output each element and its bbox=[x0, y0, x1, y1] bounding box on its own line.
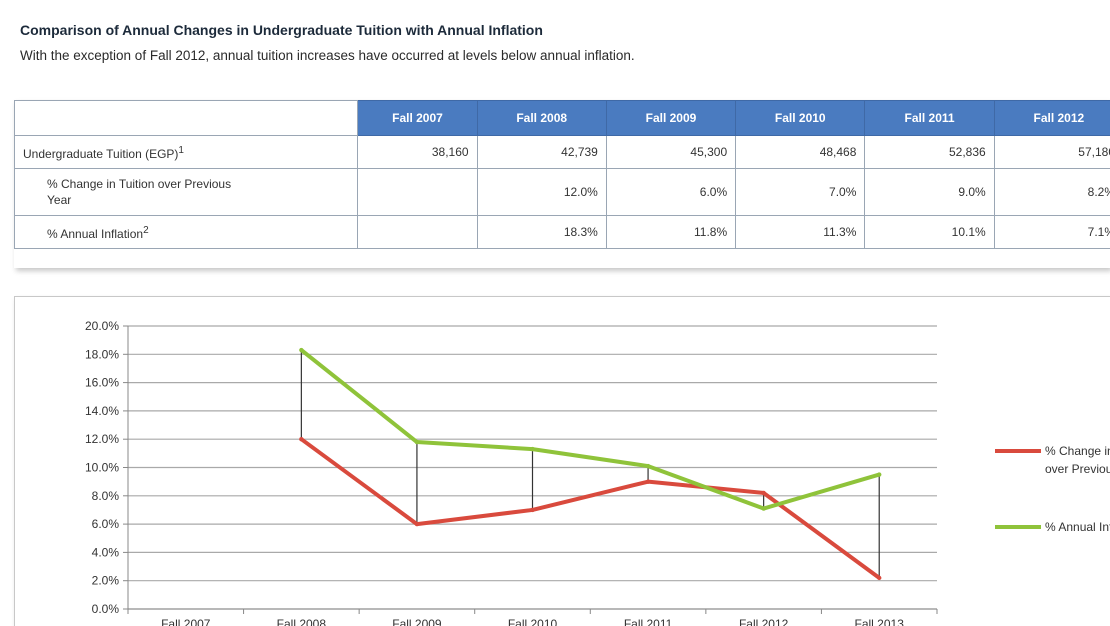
row-label-cell: % Change in Tuition over Previous Year bbox=[15, 169, 358, 216]
data-point bbox=[415, 522, 419, 526]
data-point bbox=[761, 491, 765, 495]
data-point bbox=[761, 506, 765, 510]
column-header: Fall 2011 bbox=[865, 101, 994, 136]
y-tick-label: 2.0% bbox=[92, 574, 120, 588]
table-cell: 11.3% bbox=[736, 216, 865, 249]
y-tick-label: 20.0% bbox=[85, 319, 119, 333]
table-cell: 48,468 bbox=[736, 136, 865, 169]
table-cell: 10.1% bbox=[865, 216, 994, 249]
y-tick-label: 10.0% bbox=[85, 461, 119, 475]
table-cell bbox=[358, 169, 477, 216]
table-cell: 38,160 bbox=[358, 136, 477, 169]
row-label-cell: Undergraduate Tuition (EGP)1 bbox=[15, 136, 358, 169]
table-cell: 12.0% bbox=[477, 169, 606, 216]
table-cell: 52,836 bbox=[865, 136, 994, 169]
line-chart-container: 0.0% 2.0% 4.0% 6.0% 8.0% 10.0% 12.0% 14.0% 16.0%… bbox=[14, 296, 1110, 626]
table-cell: 11.8% bbox=[606, 216, 735, 249]
column-header: Fall 2008 bbox=[477, 101, 606, 136]
data-point bbox=[877, 576, 881, 580]
table-cell bbox=[358, 216, 477, 249]
y-tick-label: 8.0% bbox=[92, 489, 120, 503]
row-label: % Annual Inflation bbox=[47, 227, 143, 241]
column-header: Fall 2009 bbox=[606, 101, 735, 136]
y-tick-label: 16.0% bbox=[85, 376, 119, 390]
table-corner-cell bbox=[15, 101, 358, 136]
table-row: % Annual Inflation2 18.3% 11.8% 11.3% 10… bbox=[15, 216, 1110, 249]
column-header: Fall 2012 bbox=[994, 101, 1110, 136]
table-cell: 45,300 bbox=[606, 136, 735, 169]
footnote-marker: 2 bbox=[143, 225, 149, 236]
tuition-table: Fall 2007 Fall 2008 Fall 2009 Fall 2010 … bbox=[14, 100, 1110, 249]
table-row: % Change in Tuition over Previous Year 12… bbox=[15, 169, 1110, 216]
row-label-line2: Year bbox=[47, 193, 71, 207]
y-tick-label: 14.0% bbox=[85, 404, 119, 418]
table-cell: 7.1% bbox=[994, 216, 1110, 249]
legend-label: % Annual Inflation bbox=[1045, 520, 1110, 534]
table-cell: 6.0% bbox=[606, 169, 735, 216]
table-row: Undergraduate Tuition (EGP)1 38,160 42,7… bbox=[15, 136, 1110, 169]
page-title: Comparison of Annual Changes in Undergra… bbox=[20, 22, 543, 38]
series-line bbox=[301, 350, 879, 508]
table-cell: 8.2% bbox=[994, 169, 1110, 216]
data-point bbox=[530, 508, 534, 512]
data-point bbox=[877, 472, 881, 476]
table-cell: 18.3% bbox=[477, 216, 606, 249]
line-chart: 0.0% 2.0% 4.0% 6.0% 8.0% 10.0% 12.0% 14.0% 16.0%… bbox=[15, 297, 1110, 626]
footnote-marker: 1 bbox=[178, 145, 184, 156]
column-header: Fall 2010 bbox=[736, 101, 865, 136]
y-tick-label: 0.0% bbox=[92, 602, 120, 616]
row-label-cell: % Annual Inflation2 bbox=[15, 216, 358, 249]
column-header: Fall 2007 bbox=[358, 101, 477, 136]
table-cell: 7.0% bbox=[736, 169, 865, 216]
data-point bbox=[646, 479, 650, 483]
y-tick-label: 12.0% bbox=[85, 432, 119, 446]
tuition-table-container: Fall 2007 Fall 2008 Fall 2009 Fall 2010 … bbox=[14, 100, 1110, 268]
row-label: % Change in Tuition over Previous bbox=[47, 177, 231, 191]
page-subtitle: With the exception of Fall 2012, annual … bbox=[20, 48, 635, 63]
table-cell: 57,180 bbox=[994, 136, 1110, 169]
table-cell: 9.0% bbox=[865, 169, 994, 216]
data-point bbox=[415, 440, 419, 444]
row-label: Undergraduate Tuition (EGP) bbox=[23, 147, 178, 161]
data-point bbox=[530, 447, 534, 451]
series-line bbox=[301, 439, 879, 578]
data-point bbox=[299, 437, 303, 441]
data-point bbox=[646, 464, 650, 468]
y-tick-label: 4.0% bbox=[92, 545, 120, 559]
y-tick-label: 6.0% bbox=[92, 517, 120, 531]
data-point bbox=[299, 348, 303, 352]
table-header-row: Fall 2007 Fall 2008 Fall 2009 Fall 2010 … bbox=[15, 101, 1110, 136]
y-tick-label: 18.0% bbox=[85, 347, 119, 361]
table-cell: 42,739 bbox=[477, 136, 606, 169]
